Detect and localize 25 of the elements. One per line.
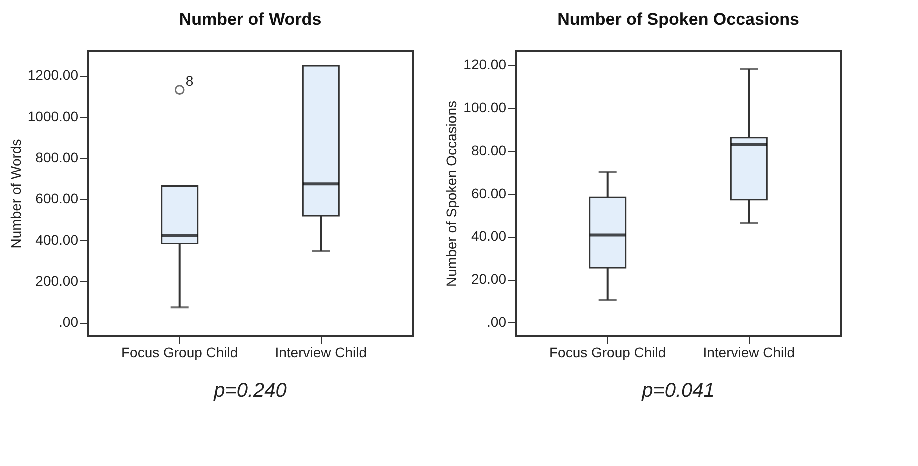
- x-tick-label: Interview Child: [703, 344, 796, 360]
- y-tick-label: 1200.00: [28, 67, 79, 84]
- x-tick-label: Interview Child: [275, 344, 368, 360]
- y-axis-title: Number of Spoken Occasions: [444, 101, 460, 287]
- y-tick-label: 800.00: [36, 150, 79, 166]
- x-tick-label: Focus Group Child: [121, 344, 238, 360]
- text: p=0.041: [641, 380, 715, 402]
- text: p=0.240: [213, 380, 287, 402]
- y-tick-label: 100.00: [464, 100, 507, 116]
- y-tick-label: 60.00: [471, 185, 507, 202]
- y-tick-label: 120.00: [464, 56, 507, 73]
- y-tick-label: 600.00: [36, 190, 79, 207]
- y-tick-label: 400.00: [36, 232, 79, 248]
- chart-title: Number of Spoken Occasions: [558, 10, 800, 29]
- y-tick-label: 20.00: [471, 271, 507, 288]
- y-tick-label: 80.00: [471, 142, 507, 158]
- x-tick-label: Focus Group Child: [549, 344, 666, 360]
- y-tick-label: .00: [487, 314, 507, 330]
- annotation: 8: [186, 73, 194, 90]
- y-axis-title: Number of Words: [8, 139, 24, 249]
- y-tick-label: 1000.00: [28, 108, 79, 124]
- y-tick-label: 40.00: [471, 228, 507, 244]
- y-tick-label: .00: [59, 314, 79, 330]
- y-tick-label: 200.00: [36, 272, 79, 289]
- chart-title: Number of Words: [179, 10, 322, 29]
